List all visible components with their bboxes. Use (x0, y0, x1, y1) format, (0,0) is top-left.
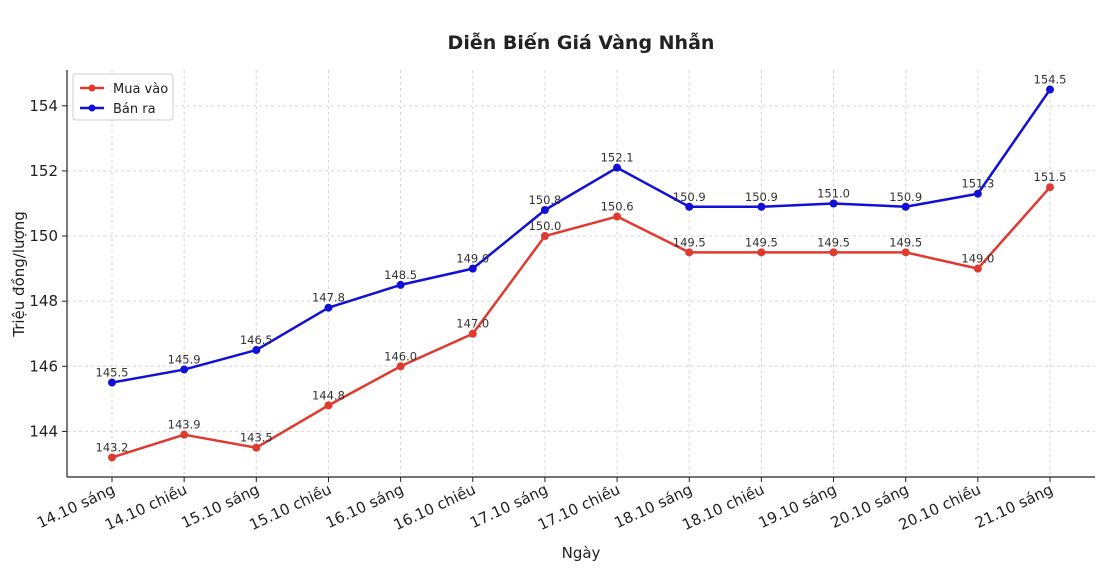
data-point (757, 248, 766, 257)
data-label: 151.5 (1034, 170, 1067, 184)
y-tick-label: 150 (29, 227, 58, 245)
chart-title: Diễn Biến Giá Vàng Nhẫn (448, 30, 715, 54)
data-point (468, 329, 477, 338)
data-label: 145.9 (168, 353, 201, 367)
x-tick-label: 21.10 sáng (972, 480, 1056, 532)
data-label: 149.5 (817, 235, 850, 249)
y-tick-label: 152 (29, 162, 58, 180)
x-tick-label: 17.10 chiều (535, 480, 623, 534)
y-tick-label: 148 (29, 292, 58, 310)
data-label: 150.9 (745, 190, 778, 204)
data-point (252, 346, 261, 355)
legend-entry: Bán ra (113, 102, 156, 117)
data-label: 143.5 (240, 431, 273, 445)
data-label: 143.2 (96, 440, 129, 454)
data-labels: 143.2 143.9 143.5 144.8 146.0 147.0 150.0 150.6… (96, 73, 1067, 455)
series-line (111, 88, 1052, 384)
data-label: 150.6 (601, 200, 634, 214)
data-label: 151.3 (961, 177, 994, 191)
data-point (613, 212, 622, 221)
x-tick-label: 15.10 chiều (246, 480, 334, 534)
data-point (180, 430, 189, 439)
data-point (324, 401, 333, 410)
data-label: 146.0 (384, 349, 417, 363)
series-layer (108, 85, 1054, 462)
legend-swatch-marker (88, 104, 96, 112)
data-point (180, 365, 189, 374)
data-label: 149.0 (456, 252, 489, 266)
data-label: 149.5 (889, 235, 922, 249)
y-axis-label: Triệu đồng/lượng (10, 211, 28, 337)
data-label: 148.5 (384, 268, 417, 282)
data-label: 144.8 (312, 388, 345, 402)
data-label: 143.9 (168, 418, 201, 432)
data-point (252, 443, 261, 452)
x-tick-label: 20.10 chiều (896, 480, 984, 534)
x-tick-label: 19.10 sáng (756, 480, 840, 532)
data-point (685, 248, 694, 257)
data-point (829, 248, 838, 257)
x-tick-label: 16.10 chiều (391, 480, 479, 534)
data-label: 149.5 (745, 235, 778, 249)
data-label: 145.5 (96, 366, 129, 380)
data-point (901, 248, 910, 257)
data-point (613, 163, 622, 172)
data-label: 150.8 (528, 193, 561, 207)
data-point (396, 362, 405, 371)
data-label: 150.0 (528, 219, 561, 233)
data-label: 146.5 (240, 333, 273, 347)
data-point (540, 232, 549, 241)
data-point (1046, 183, 1054, 192)
grid (67, 70, 1095, 477)
data-label: 150.9 (673, 190, 706, 204)
data-label: 147.8 (312, 291, 345, 305)
data-point (468, 264, 477, 273)
x-tick-label: 14.10 chiều (102, 480, 190, 534)
data-point (973, 264, 982, 273)
data-point (108, 378, 116, 387)
data-point (108, 453, 116, 462)
data-label: 150.9 (889, 190, 922, 204)
y-tick-label: 146 (29, 357, 58, 375)
data-label: 151.0 (817, 186, 850, 200)
x-tick-label: 18.10 chiều (679, 480, 767, 534)
legend-entry: Mua vào (113, 82, 168, 97)
data-point (901, 202, 910, 211)
data-point (396, 280, 405, 289)
legend: Mua vào Bán ra (72, 73, 174, 121)
data-point (1046, 85, 1054, 94)
data-label: 152.1 (601, 151, 634, 165)
data-point (757, 202, 766, 211)
y-tick-label: 154 (29, 97, 58, 115)
data-point (540, 206, 549, 215)
data-point (324, 303, 333, 312)
data-point (829, 199, 838, 208)
data-label: 147.0 (456, 317, 489, 331)
data-point (973, 189, 982, 198)
legend-swatch-marker (88, 84, 96, 92)
data-label: 149.0 (961, 252, 994, 266)
data-label: 149.5 (673, 235, 706, 249)
series-line (111, 186, 1051, 459)
y-tick-label: 144 (29, 422, 58, 440)
x-axis-label: Ngày (562, 544, 601, 562)
data-label: 154.5 (1034, 73, 1067, 87)
data-point (685, 202, 694, 211)
